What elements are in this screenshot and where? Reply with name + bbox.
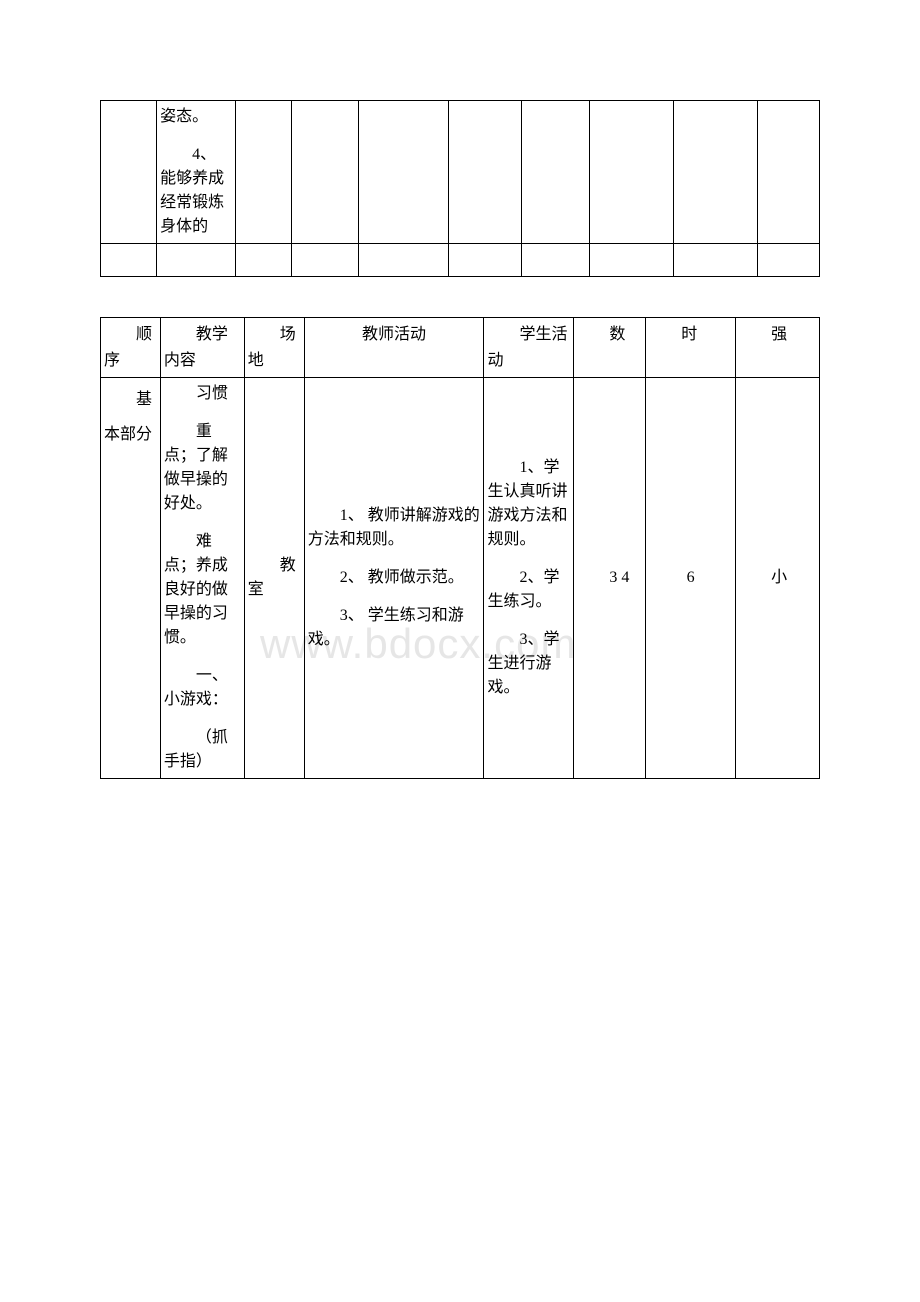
cell (758, 244, 820, 277)
cell (449, 101, 522, 244)
text: 1、学生认真听讲游戏方法和规则。 (487, 456, 570, 552)
text: 2、 教师做示范。 (308, 566, 481, 590)
cell (758, 101, 820, 244)
text: 学生活动 (487, 322, 570, 373)
text: 1、 教师讲解游戏的方法和规则。 (308, 504, 481, 552)
cell-section: 基本部分 (101, 378, 161, 779)
cell (359, 101, 449, 244)
text: 时 (649, 322, 732, 348)
cell (522, 101, 589, 244)
text: （抓手指） (164, 726, 241, 774)
cell (359, 244, 449, 277)
table-header-row: 顺序 教学内容 场地 教师活动 学生活动 数 时 (101, 318, 820, 378)
text: 4、能够养成经常锻炼身体的 (160, 143, 232, 239)
cell (157, 244, 236, 277)
header-teacher-activity: 教师活动 (304, 318, 484, 378)
header-time: 时 (646, 318, 736, 378)
text: 难点；养成良好的做早操的习惯。 (164, 530, 241, 650)
cell (235, 101, 291, 244)
cell (449, 244, 522, 277)
cell-place: 教室 (244, 378, 304, 779)
cell-student-activity: 1、学生认真听讲游戏方法和规则。 2、学生练习。 3、学生进行游戏。 (484, 378, 574, 779)
text: 顺序 (104, 322, 157, 373)
text: 一、小游戏： (164, 664, 241, 712)
cell (589, 244, 673, 277)
text: 教师活动 (308, 322, 481, 348)
table-lesson-plan: 顺序 教学内容 场地 教师活动 学生活动 数 时 (100, 317, 820, 779)
header-order: 顺序 (101, 318, 161, 378)
text: 习惯 (164, 382, 241, 406)
text: 6 (649, 566, 732, 590)
text: 3 4 (577, 566, 642, 590)
table-top-fragment: 姿态。 4、能够养成经常锻炼身体的 (100, 100, 820, 277)
cell (101, 244, 157, 277)
header-count: 数 (574, 318, 646, 378)
text: 场地 (248, 322, 301, 373)
cell-intensity: 小 (736, 378, 820, 779)
cell (673, 101, 757, 244)
text: 小 (739, 566, 816, 590)
cell-teacher-activity: 1、 教师讲解游戏的方法和规则。 2、 教师做示范。 3、 学生练习和游戏。 (304, 378, 484, 779)
text: 教室 (248, 554, 301, 602)
cell (291, 244, 358, 277)
cell (101, 101, 157, 244)
cell-posture: 姿态。 4、能够养成经常锻炼身体的 (157, 101, 236, 244)
cell (673, 244, 757, 277)
text: 重点；了解做早操的好处。 (164, 420, 241, 516)
header-content: 教学内容 (160, 318, 244, 378)
cell (589, 101, 673, 244)
header-place: 场地 (244, 318, 304, 378)
text: 2、学生练习。 (487, 566, 570, 614)
table-row (101, 244, 820, 277)
text: 教学内容 (164, 322, 241, 373)
text: 强 (739, 322, 816, 348)
cell (291, 101, 358, 244)
cell-count: 3 4 (574, 378, 646, 779)
text: 3、 学生练习和游戏。 (308, 604, 481, 652)
text: 基本部分 (104, 382, 157, 452)
text: 姿态。 (160, 105, 232, 129)
cell (522, 244, 589, 277)
header-student-activity: 学生活动 (484, 318, 574, 378)
cell-time: 6 (646, 378, 736, 779)
text: 3、学生进行游戏。 (487, 628, 570, 700)
header-intensity: 强 (736, 318, 820, 378)
cell (235, 244, 291, 277)
cell-teaching-content: 习惯 重点；了解做早操的好处。 难点；养成良好的做早操的习惯。 一、小游戏： （… (160, 378, 244, 779)
text: 数 (577, 322, 642, 348)
table-row: 基本部分 习惯 重点；了解做早操的好处。 难点；养成良好的做早操的习惯。 一、小… (101, 378, 820, 779)
table-row: 姿态。 4、能够养成经常锻炼身体的 (101, 101, 820, 244)
